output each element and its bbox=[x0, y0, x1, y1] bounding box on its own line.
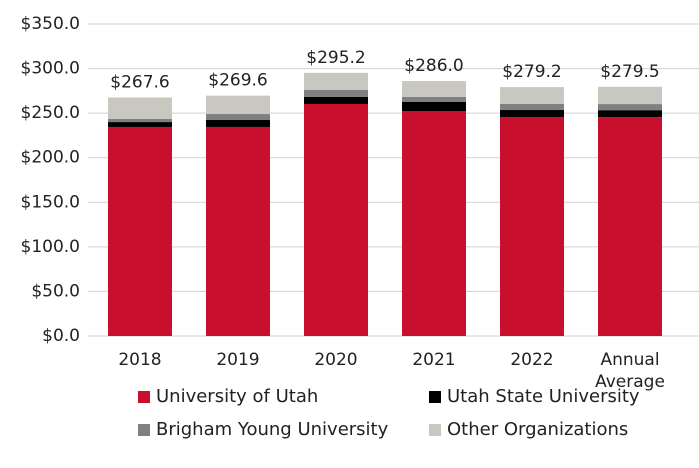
bar-segment bbox=[304, 89, 368, 98]
total-label: $295.2 bbox=[306, 48, 365, 68]
total-label: $267.6 bbox=[110, 72, 169, 92]
bar-segment bbox=[304, 97, 368, 104]
bar-segment bbox=[206, 120, 270, 127]
legend-swatch bbox=[138, 424, 150, 436]
y-tick-label: $0.0 bbox=[42, 326, 80, 346]
y-tick-label: $350.0 bbox=[21, 14, 80, 34]
legend-swatch bbox=[429, 391, 441, 403]
legend-label: University of Utah bbox=[156, 386, 318, 407]
legend-label: Utah State University bbox=[447, 386, 640, 407]
legend-label: Brigham Young University bbox=[156, 419, 389, 440]
total-label: $286.0 bbox=[404, 56, 463, 76]
x-tick-label: 2019 bbox=[216, 350, 260, 370]
bar-segment bbox=[598, 110, 662, 118]
y-tick-label: $200.0 bbox=[21, 148, 80, 168]
bar-segment bbox=[304, 103, 368, 336]
bar-segment bbox=[108, 97, 172, 119]
bar-segment bbox=[598, 86, 662, 105]
bar-segment bbox=[500, 103, 564, 111]
bar-segment bbox=[108, 126, 172, 337]
total-label: $279.5 bbox=[600, 62, 659, 82]
bar-segment bbox=[108, 122, 172, 127]
legend-swatch bbox=[138, 391, 150, 403]
total-label: $269.6 bbox=[208, 71, 267, 91]
bar-segment bbox=[500, 116, 564, 336]
bar-segment bbox=[402, 81, 466, 98]
bar-segment bbox=[206, 126, 270, 337]
x-tick-label: 2021 bbox=[412, 350, 456, 370]
x-tick-label: 2020 bbox=[314, 350, 358, 370]
x-tick-label: Annual Average bbox=[595, 350, 665, 392]
bar-segment bbox=[206, 95, 270, 115]
legend-swatch bbox=[429, 424, 441, 436]
bar-segment bbox=[500, 110, 564, 117]
legend-label: Other Organizations bbox=[447, 419, 628, 440]
y-tick-label: $250.0 bbox=[21, 103, 80, 123]
bar-segment bbox=[206, 114, 270, 121]
bar-segment bbox=[598, 117, 662, 336]
bar-segment bbox=[402, 97, 466, 102]
bar-segment bbox=[402, 111, 466, 337]
bar-segment bbox=[108, 118, 172, 123]
y-tick-label: $50.0 bbox=[31, 281, 80, 301]
y-tick-label: $150.0 bbox=[21, 192, 80, 212]
x-tick-label: 2018 bbox=[118, 350, 162, 370]
x-tick-label: 2022 bbox=[510, 350, 554, 370]
bar-segment bbox=[402, 102, 466, 112]
bar-segment bbox=[304, 72, 368, 90]
total-label: $279.2 bbox=[502, 62, 561, 82]
y-tick-label: $100.0 bbox=[21, 237, 80, 257]
bar-segment bbox=[500, 87, 564, 104]
bar-segment bbox=[598, 104, 662, 111]
y-tick-label: $300.0 bbox=[21, 59, 80, 79]
